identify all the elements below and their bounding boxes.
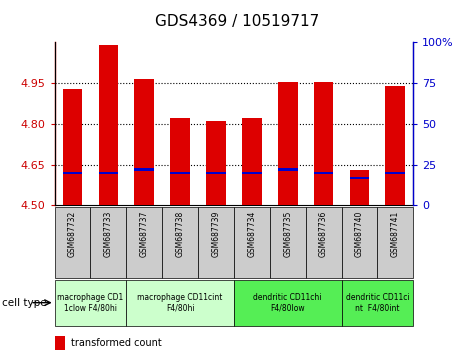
- Bar: [91, 207, 126, 278]
- Bar: [162, 207, 198, 278]
- Text: macrophage CD1
1clow F4/80hi: macrophage CD1 1clow F4/80hi: [57, 293, 124, 312]
- Text: GSM687740: GSM687740: [355, 211, 364, 257]
- Text: GSM687733: GSM687733: [104, 211, 113, 257]
- Bar: [98, 45, 118, 205]
- Bar: [198, 207, 234, 278]
- Bar: [55, 207, 91, 278]
- Bar: [134, 79, 154, 205]
- Bar: [242, 119, 262, 205]
- Text: GSM687734: GSM687734: [247, 211, 257, 257]
- Bar: [385, 172, 405, 174]
- Text: dendritic CD11chi
F4/80low: dendritic CD11chi F4/80low: [254, 293, 322, 312]
- Bar: [55, 280, 126, 326]
- Text: GSM687738: GSM687738: [176, 211, 185, 257]
- Bar: [126, 207, 162, 278]
- Text: GSM687736: GSM687736: [319, 211, 328, 257]
- Bar: [126, 280, 234, 326]
- Text: GSM687732: GSM687732: [68, 211, 77, 257]
- Bar: [170, 172, 190, 174]
- Bar: [314, 172, 333, 174]
- Bar: [270, 207, 306, 278]
- Bar: [342, 280, 413, 326]
- Text: transformed count: transformed count: [71, 338, 162, 348]
- Bar: [278, 169, 298, 171]
- Bar: [55, 336, 66, 350]
- Text: GDS4369 / 10519717: GDS4369 / 10519717: [155, 14, 320, 29]
- Bar: [63, 172, 83, 174]
- Bar: [170, 119, 190, 205]
- Text: GSM687737: GSM687737: [140, 211, 149, 257]
- Bar: [350, 170, 370, 205]
- Text: cell type: cell type: [2, 298, 47, 308]
- Bar: [206, 121, 226, 205]
- Bar: [350, 177, 370, 179]
- Bar: [242, 172, 262, 174]
- Text: macrophage CD11cint
F4/80hi: macrophage CD11cint F4/80hi: [137, 293, 223, 312]
- Text: dendritic CD11ci
nt  F4/80int: dendritic CD11ci nt F4/80int: [346, 293, 409, 312]
- Bar: [314, 82, 333, 205]
- Bar: [278, 82, 298, 205]
- Bar: [378, 207, 413, 278]
- Text: GSM687739: GSM687739: [211, 211, 220, 257]
- Bar: [98, 172, 118, 174]
- Bar: [385, 86, 405, 205]
- Bar: [342, 207, 378, 278]
- Bar: [134, 169, 154, 171]
- Bar: [206, 172, 226, 174]
- Bar: [306, 207, 342, 278]
- Bar: [234, 207, 270, 278]
- Bar: [234, 280, 342, 326]
- Text: GSM687735: GSM687735: [283, 211, 292, 257]
- Text: GSM687741: GSM687741: [391, 211, 400, 257]
- Bar: [63, 88, 83, 205]
